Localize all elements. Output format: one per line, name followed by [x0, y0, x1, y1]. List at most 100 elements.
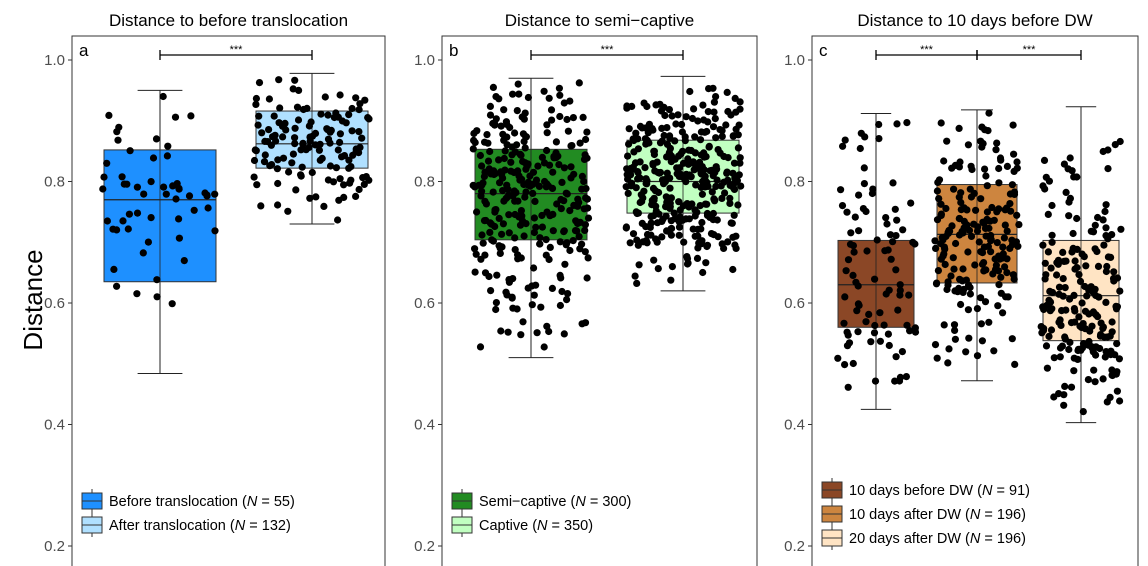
data-point	[899, 226, 907, 234]
data-point	[678, 173, 686, 181]
data-point	[711, 196, 719, 204]
data-point	[995, 205, 1003, 213]
data-point	[323, 125, 331, 133]
data-point	[687, 146, 695, 155]
data-point	[683, 260, 692, 268]
data-point	[693, 254, 702, 262]
data-point	[340, 152, 349, 160]
data-point	[113, 226, 121, 234]
data-point	[851, 213, 859, 221]
data-point	[581, 151, 589, 159]
data-point	[503, 120, 511, 129]
data-point	[336, 130, 344, 138]
data-point	[317, 110, 325, 118]
data-point	[1044, 248, 1052, 256]
data-point	[1117, 225, 1125, 233]
data-point	[971, 261, 979, 269]
data-point	[1102, 201, 1110, 209]
data-point	[558, 178, 566, 186]
data-point	[1102, 232, 1110, 240]
data-point	[1074, 346, 1082, 355]
legend-n-value: 55	[274, 494, 290, 510]
data-point	[1081, 307, 1090, 315]
data-point	[1003, 162, 1012, 170]
data-point	[1050, 393, 1058, 401]
legend-group-name: After translocation	[109, 518, 226, 534]
data-point	[485, 272, 493, 281]
data-point	[542, 236, 550, 244]
data-point	[584, 204, 592, 212]
data-point	[940, 321, 948, 329]
data-point	[536, 240, 544, 248]
data-point	[503, 141, 511, 149]
data-point	[312, 193, 320, 201]
legend-label: Semi−captive (N = 300)	[479, 494, 631, 510]
data-point	[119, 217, 127, 225]
data-point	[944, 278, 952, 286]
data-point	[1071, 318, 1079, 326]
data-point	[988, 203, 996, 212]
data-point	[894, 306, 902, 314]
data-point	[548, 116, 556, 124]
data-point	[518, 212, 526, 220]
data-point	[844, 256, 853, 264]
data-point	[489, 83, 497, 91]
data-point	[582, 185, 590, 193]
data-point	[955, 124, 963, 132]
data-point	[630, 148, 638, 156]
data-point	[632, 129, 640, 137]
data-point	[1087, 283, 1095, 291]
data-point	[657, 107, 666, 115]
data-point	[567, 163, 575, 171]
data-point	[522, 188, 530, 196]
data-point	[654, 265, 662, 273]
data-point	[1108, 231, 1116, 239]
data-point	[696, 202, 704, 210]
data-point	[302, 146, 310, 154]
data-point	[279, 133, 287, 141]
data-point	[896, 281, 904, 289]
data-point	[892, 266, 900, 274]
data-point	[882, 290, 890, 298]
data-point	[540, 159, 549, 167]
box-group	[622, 75, 745, 292]
data-point	[734, 131, 742, 139]
data-point	[860, 180, 869, 188]
data-point	[324, 135, 333, 143]
legend-item: 10 days before DW (N = 91)	[821, 478, 1030, 502]
data-point	[1003, 255, 1011, 263]
data-point	[983, 215, 991, 223]
data-point	[502, 194, 510, 202]
data-point	[651, 167, 659, 175]
data-point	[560, 330, 568, 338]
data-point	[675, 223, 684, 231]
data-point	[955, 214, 963, 223]
legend-n-symbol: N	[970, 507, 981, 523]
data-point	[731, 94, 739, 102]
data-point	[691, 212, 699, 220]
data-point	[1116, 397, 1124, 405]
data-point	[967, 193, 976, 201]
data-point	[320, 202, 328, 210]
data-point	[941, 260, 949, 269]
data-point	[299, 139, 307, 147]
data-point	[1074, 355, 1082, 363]
data-point	[1062, 306, 1070, 314]
data-point	[575, 233, 583, 241]
data-point	[1060, 401, 1068, 409]
legend-label: Captive (N = 350)	[479, 518, 593, 534]
data-point	[653, 219, 662, 227]
data-point	[566, 207, 574, 215]
data-point	[487, 287, 495, 295]
data-point	[871, 275, 879, 283]
data-point	[355, 106, 363, 114]
data-point	[964, 141, 973, 149]
panel-title: Distance to semi−captive	[505, 11, 694, 30]
data-point	[204, 204, 212, 212]
y-tick-label: 1.0	[414, 52, 435, 69]
data-point	[496, 179, 504, 187]
data-point	[860, 164, 868, 172]
data-point	[840, 319, 848, 327]
data-point	[633, 236, 641, 244]
data-point	[521, 159, 529, 167]
